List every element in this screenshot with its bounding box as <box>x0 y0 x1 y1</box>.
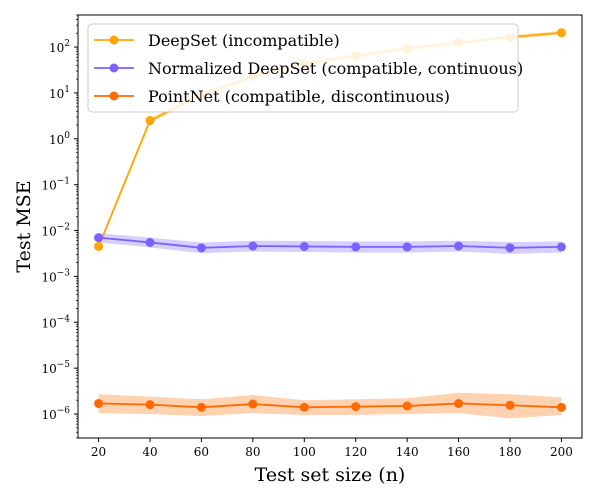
line-series-1 <box>98 236 562 249</box>
point-series-1-3 <box>248 241 258 251</box>
y-tick-label: 100 <box>49 131 70 147</box>
legend-label: PointNet (compatible, discontinuous) <box>148 87 450 106</box>
x-tick-label: 160 <box>447 445 470 459</box>
x-tick-label: 200 <box>550 445 573 459</box>
y-axis-label: Test MSE <box>13 180 35 272</box>
point-series-0-1 <box>145 116 155 126</box>
x-tick-label: 40 <box>142 445 157 459</box>
legend-marker <box>109 91 119 101</box>
point-series-2-5 <box>351 402 361 412</box>
point-series-2-8 <box>505 400 515 410</box>
x-tick-label: 140 <box>396 445 419 459</box>
point-series-1-0 <box>94 233 104 243</box>
x-tick-label: 120 <box>344 445 367 459</box>
y-tick-label: 10−3 <box>41 268 70 284</box>
y-tick-label: 101 <box>49 85 70 101</box>
y-tick-label: 10−4 <box>41 314 70 330</box>
y-tick-label: 10−1 <box>41 177 70 193</box>
legend-label: Normalized DeepSet (compatible, continuo… <box>148 59 523 78</box>
point-series-0-0 <box>94 241 104 251</box>
legend: DeepSet (incompatible) Normalized DeepSet… <box>87 23 523 113</box>
confidence-bands <box>98 30 562 419</box>
y-axis-ticks: 10−6 10−5 10−4 10−3 10−2 10−1 100 101 102 <box>41 14 78 439</box>
x-tick-label: 100 <box>293 445 316 459</box>
legend-box <box>87 23 519 113</box>
point-series-1-2 <box>196 243 206 253</box>
y-tick-label: 10−6 <box>41 406 70 422</box>
line-series-2 <box>98 402 562 409</box>
point-series-2-6 <box>402 401 412 411</box>
point-series-1-9 <box>556 242 566 252</box>
x-axis-ticks: 20 40 60 80 100 120 140 160 180 200 <box>91 438 573 459</box>
x-tick-label: 80 <box>245 445 260 459</box>
point-series-0-9 <box>556 28 566 38</box>
legend-marker <box>109 63 119 73</box>
x-tick-label: 60 <box>194 445 209 459</box>
point-series-1-1 <box>145 237 155 247</box>
band-series-2 <box>98 392 562 419</box>
x-tick-label: 180 <box>499 445 522 459</box>
point-series-2-9 <box>556 402 566 412</box>
point-series-1-6 <box>402 242 412 252</box>
y-tick-label: 10−5 <box>41 360 70 376</box>
legend-label: DeepSet (incompatible) <box>148 31 340 50</box>
point-series-1-7 <box>454 241 464 251</box>
point-series-2-2 <box>196 402 206 412</box>
point-series-2-0 <box>94 398 104 408</box>
y-tick-label: 102 <box>49 39 70 55</box>
plot-frame <box>77 14 583 439</box>
x-tick-label: 20 <box>91 445 106 459</box>
point-series-1-8 <box>505 243 515 253</box>
x-axis-label: Test set size (n) <box>255 464 406 486</box>
point-series-2-3 <box>248 399 258 409</box>
point-series-2-1 <box>145 400 155 410</box>
legend-marker <box>109 35 119 45</box>
y-tick-label: 10−2 <box>41 223 70 239</box>
point-series-2-7 <box>454 398 464 408</box>
band-series-1 <box>98 233 562 254</box>
point-series-2-4 <box>299 402 309 412</box>
point-series-1-5 <box>351 242 361 252</box>
point-series-1-4 <box>299 241 309 251</box>
